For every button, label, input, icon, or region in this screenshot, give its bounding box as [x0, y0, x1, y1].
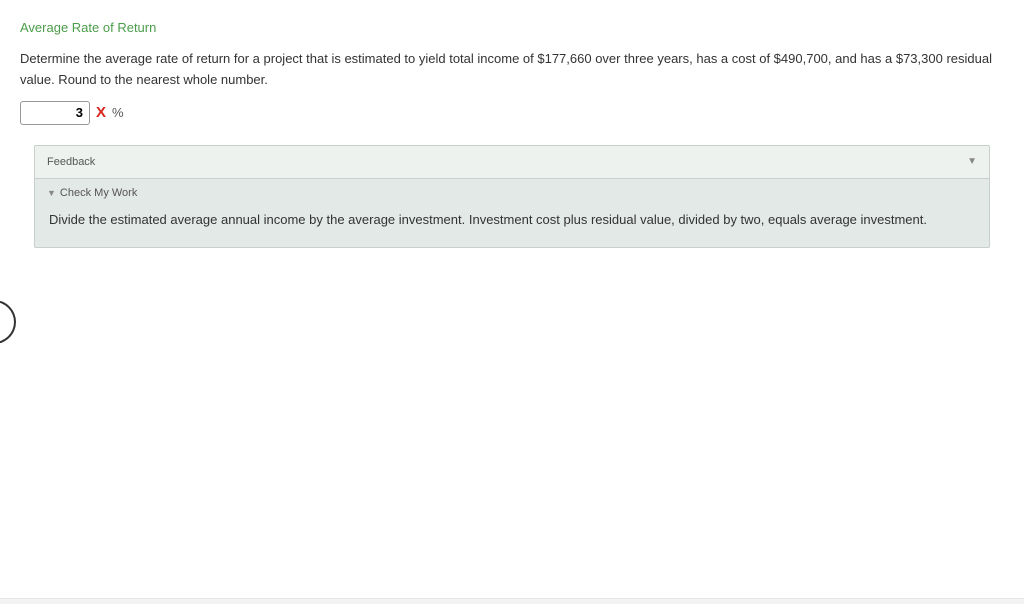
question-text: Determine the average rate of return for…: [20, 49, 1004, 91]
feedback-header[interactable]: Feedback ▼: [35, 146, 989, 179]
bottom-bar: [0, 598, 1024, 604]
wrong-mark-icon: X: [96, 104, 106, 121]
question-title: Average Rate of Return: [20, 20, 1004, 35]
feedback-body-text: Divide the estimated average annual inco…: [35, 203, 989, 247]
answer-row: X %: [20, 101, 1004, 125]
chevron-down-icon: ▼: [47, 188, 56, 198]
answer-unit: %: [112, 105, 124, 120]
feedback-panel: Feedback ▼ ▼ Check My Work Divide the es…: [34, 145, 990, 248]
chevron-down-icon: ▼: [967, 156, 977, 167]
side-drawer-tab[interactable]: [0, 300, 16, 344]
check-my-work-toggle[interactable]: ▼ Check My Work: [35, 179, 989, 203]
answer-input[interactable]: [20, 101, 90, 125]
check-my-work-label: Check My Work: [60, 187, 137, 199]
feedback-header-label: Feedback: [47, 156, 95, 168]
